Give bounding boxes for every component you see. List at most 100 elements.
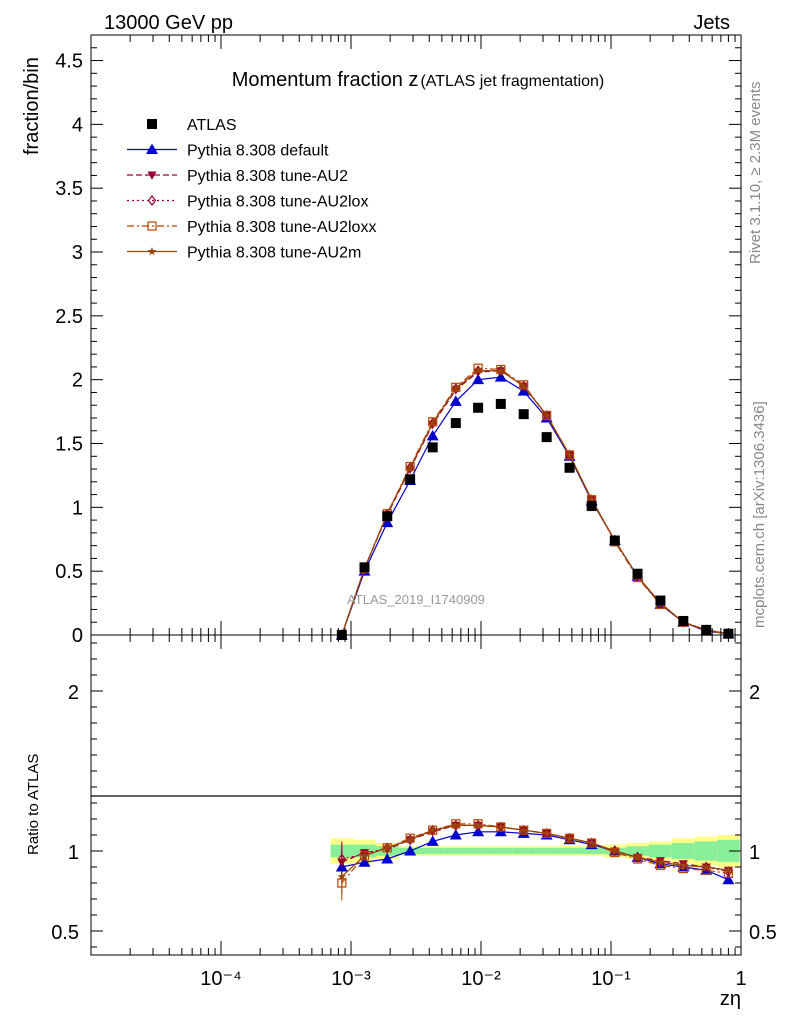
ratio-series-4-point: [337, 872, 347, 881]
ratio-series-3-point: [451, 819, 461, 829]
ratio-series-3-point: [473, 819, 483, 829]
main-atlas-point: [678, 615, 689, 626]
main-y-tick-label: 4.5: [55, 51, 83, 73]
ratio-series-4-point: [360, 851, 369, 860]
ratio-series-4-point: [679, 860, 688, 869]
main-series-5-point: [565, 450, 574, 459]
legend-marker: [146, 143, 158, 154]
ratio-xlabel: zη: [720, 988, 741, 1010]
main-series-1-point: [449, 395, 462, 406]
ratio-x-tick-label: 1: [735, 968, 746, 990]
ratio-series-0-point: [404, 845, 417, 856]
ratio-series-0-point: [449, 829, 462, 840]
ratio-series-4-point: [656, 857, 665, 866]
main-y-tick-label: 1: [72, 497, 83, 519]
ratio-series-4-point: [701, 862, 711, 871]
energy-label: 13000 GeV pp: [104, 12, 233, 34]
legend-marker: [147, 195, 157, 206]
main-atlas-point: [564, 462, 575, 473]
ratio-y-tick-label: 0.5: [51, 922, 79, 944]
ratio-band-inner: [671, 843, 695, 859]
main-series-3-point: [496, 365, 506, 377]
ratio-band-inner: [444, 847, 467, 855]
ratio-series-0-point: [472, 825, 485, 837]
main-y-tick-label: 2.5: [55, 306, 83, 328]
ratio-series-4-point: [519, 825, 528, 834]
main-series-1-point: [494, 371, 507, 382]
legend-label: ATLAS: [187, 117, 237, 134]
main-y-tick-label: 0.5: [55, 561, 83, 583]
legend-marker: [147, 221, 157, 231]
ratio-series-4-point: [565, 833, 574, 842]
ratio-band-inner: [648, 844, 672, 858]
ratio-y-tick-label-right: 1: [749, 842, 760, 864]
main-title: Momentum fraction z (ATLAS jet fragmentat…: [232, 69, 605, 91]
main-y-tick-label: 3.5: [55, 178, 83, 200]
main-series-1-point: [472, 373, 485, 385]
main-atlas-point: [518, 409, 529, 420]
ratio-y-tick-label-right: 2: [749, 682, 760, 704]
ratio-series-4-point: [383, 843, 392, 852]
main-atlas-point: [586, 501, 597, 512]
ratio-series-4-point: [587, 838, 596, 847]
ratio-series-0-point: [426, 835, 439, 846]
legend-label: Pythia 8.308 tune-AU2m: [187, 245, 361, 262]
ratio-plot-panel: 0.5 0.5 1 1 2 2 10⁻⁴ 10⁻³ 10⁻² 10⁻¹ 1: [51, 635, 777, 990]
ratio-band-inner: [558, 847, 581, 855]
ratio-series-4-point: [633, 852, 642, 861]
ratio-band-inner: [626, 846, 649, 856]
ratio-series-2-point: [656, 856, 665, 868]
ratio-plot-frame: [90, 634, 742, 956]
legend: ATLAS Pythia 8.308 default Pythia 8.308 tu…: [127, 117, 376, 262]
ratio-series-2-point: [337, 853, 347, 865]
ratio-x-tick-label: 10⁻³: [331, 968, 371, 990]
main-series-5-point: [542, 410, 551, 420]
legend-label: Pythia 8.308 tune-AU2loxx: [187, 219, 376, 236]
main-atlas-point: [450, 418, 461, 429]
ratio-x-tick-label: 10⁻¹: [591, 968, 631, 990]
ratio-series-4-point: [542, 828, 551, 837]
main-atlas-point: [359, 562, 370, 573]
main-series-5-point: [473, 366, 483, 375]
legend-marker: [147, 171, 157, 180]
main-title-main: Momentum fraction z: [232, 69, 419, 91]
legend-label: Pythia 8.308 tune-AU2: [187, 168, 348, 185]
main-y-tick-label: 4: [72, 114, 83, 136]
ratio-series-2-point: [679, 859, 688, 871]
ratio-band-inner: [421, 847, 445, 855]
main-series-3-point: [473, 365, 483, 377]
main-title-sub: (ATLAS jet fragmentation): [420, 73, 604, 90]
ratio-band-inner: [466, 847, 490, 855]
main-atlas-point: [632, 568, 643, 579]
main-atlas-point: [655, 595, 666, 606]
main-y-tick-label: 2: [72, 370, 83, 392]
main-atlas-point: [701, 624, 712, 635]
main-atlas-point: [609, 535, 620, 546]
ratio-ylabel: Ratio to ATLAS: [25, 754, 42, 855]
ratio-band-inner: [489, 847, 513, 855]
category-label: Jets: [693, 12, 730, 34]
ratio-series-2-point: [451, 819, 461, 831]
ratio-series-4-point: [496, 822, 506, 831]
main-series-5-point: [405, 463, 415, 472]
main-series-1-point: [381, 516, 394, 528]
legend-label: Pythia 8.308 tune-AU2lox: [187, 194, 368, 211]
ratio-series-4-point: [610, 846, 620, 855]
ratio-series-4-point: [724, 865, 733, 874]
main-y-tick-label: 0: [72, 625, 83, 647]
ratio-band-inner: [694, 841, 718, 861]
ratio-band-inner: [512, 847, 536, 855]
watermark: ATLAS_2019_I1740909: [347, 592, 485, 607]
main-y-tick-label: 3: [72, 242, 83, 264]
main-atlas-point: [427, 442, 438, 453]
rivet-label: Rivet 3.1.10, ≥ 2.3M events: [747, 82, 764, 265]
legend-marker: [147, 119, 157, 129]
mcplots-label: mcplots.cern.ch [arXiv:1306.3436]: [751, 401, 768, 628]
main-ylabel: fraction/bin: [21, 57, 43, 155]
ratio-x-tick-label: 10⁻⁴: [200, 968, 241, 990]
ratio-series-3-point: [337, 878, 347, 888]
main-atlas-point: [473, 402, 484, 413]
main-series-1-point: [426, 429, 439, 441]
ratio-band-inner: [717, 839, 740, 863]
